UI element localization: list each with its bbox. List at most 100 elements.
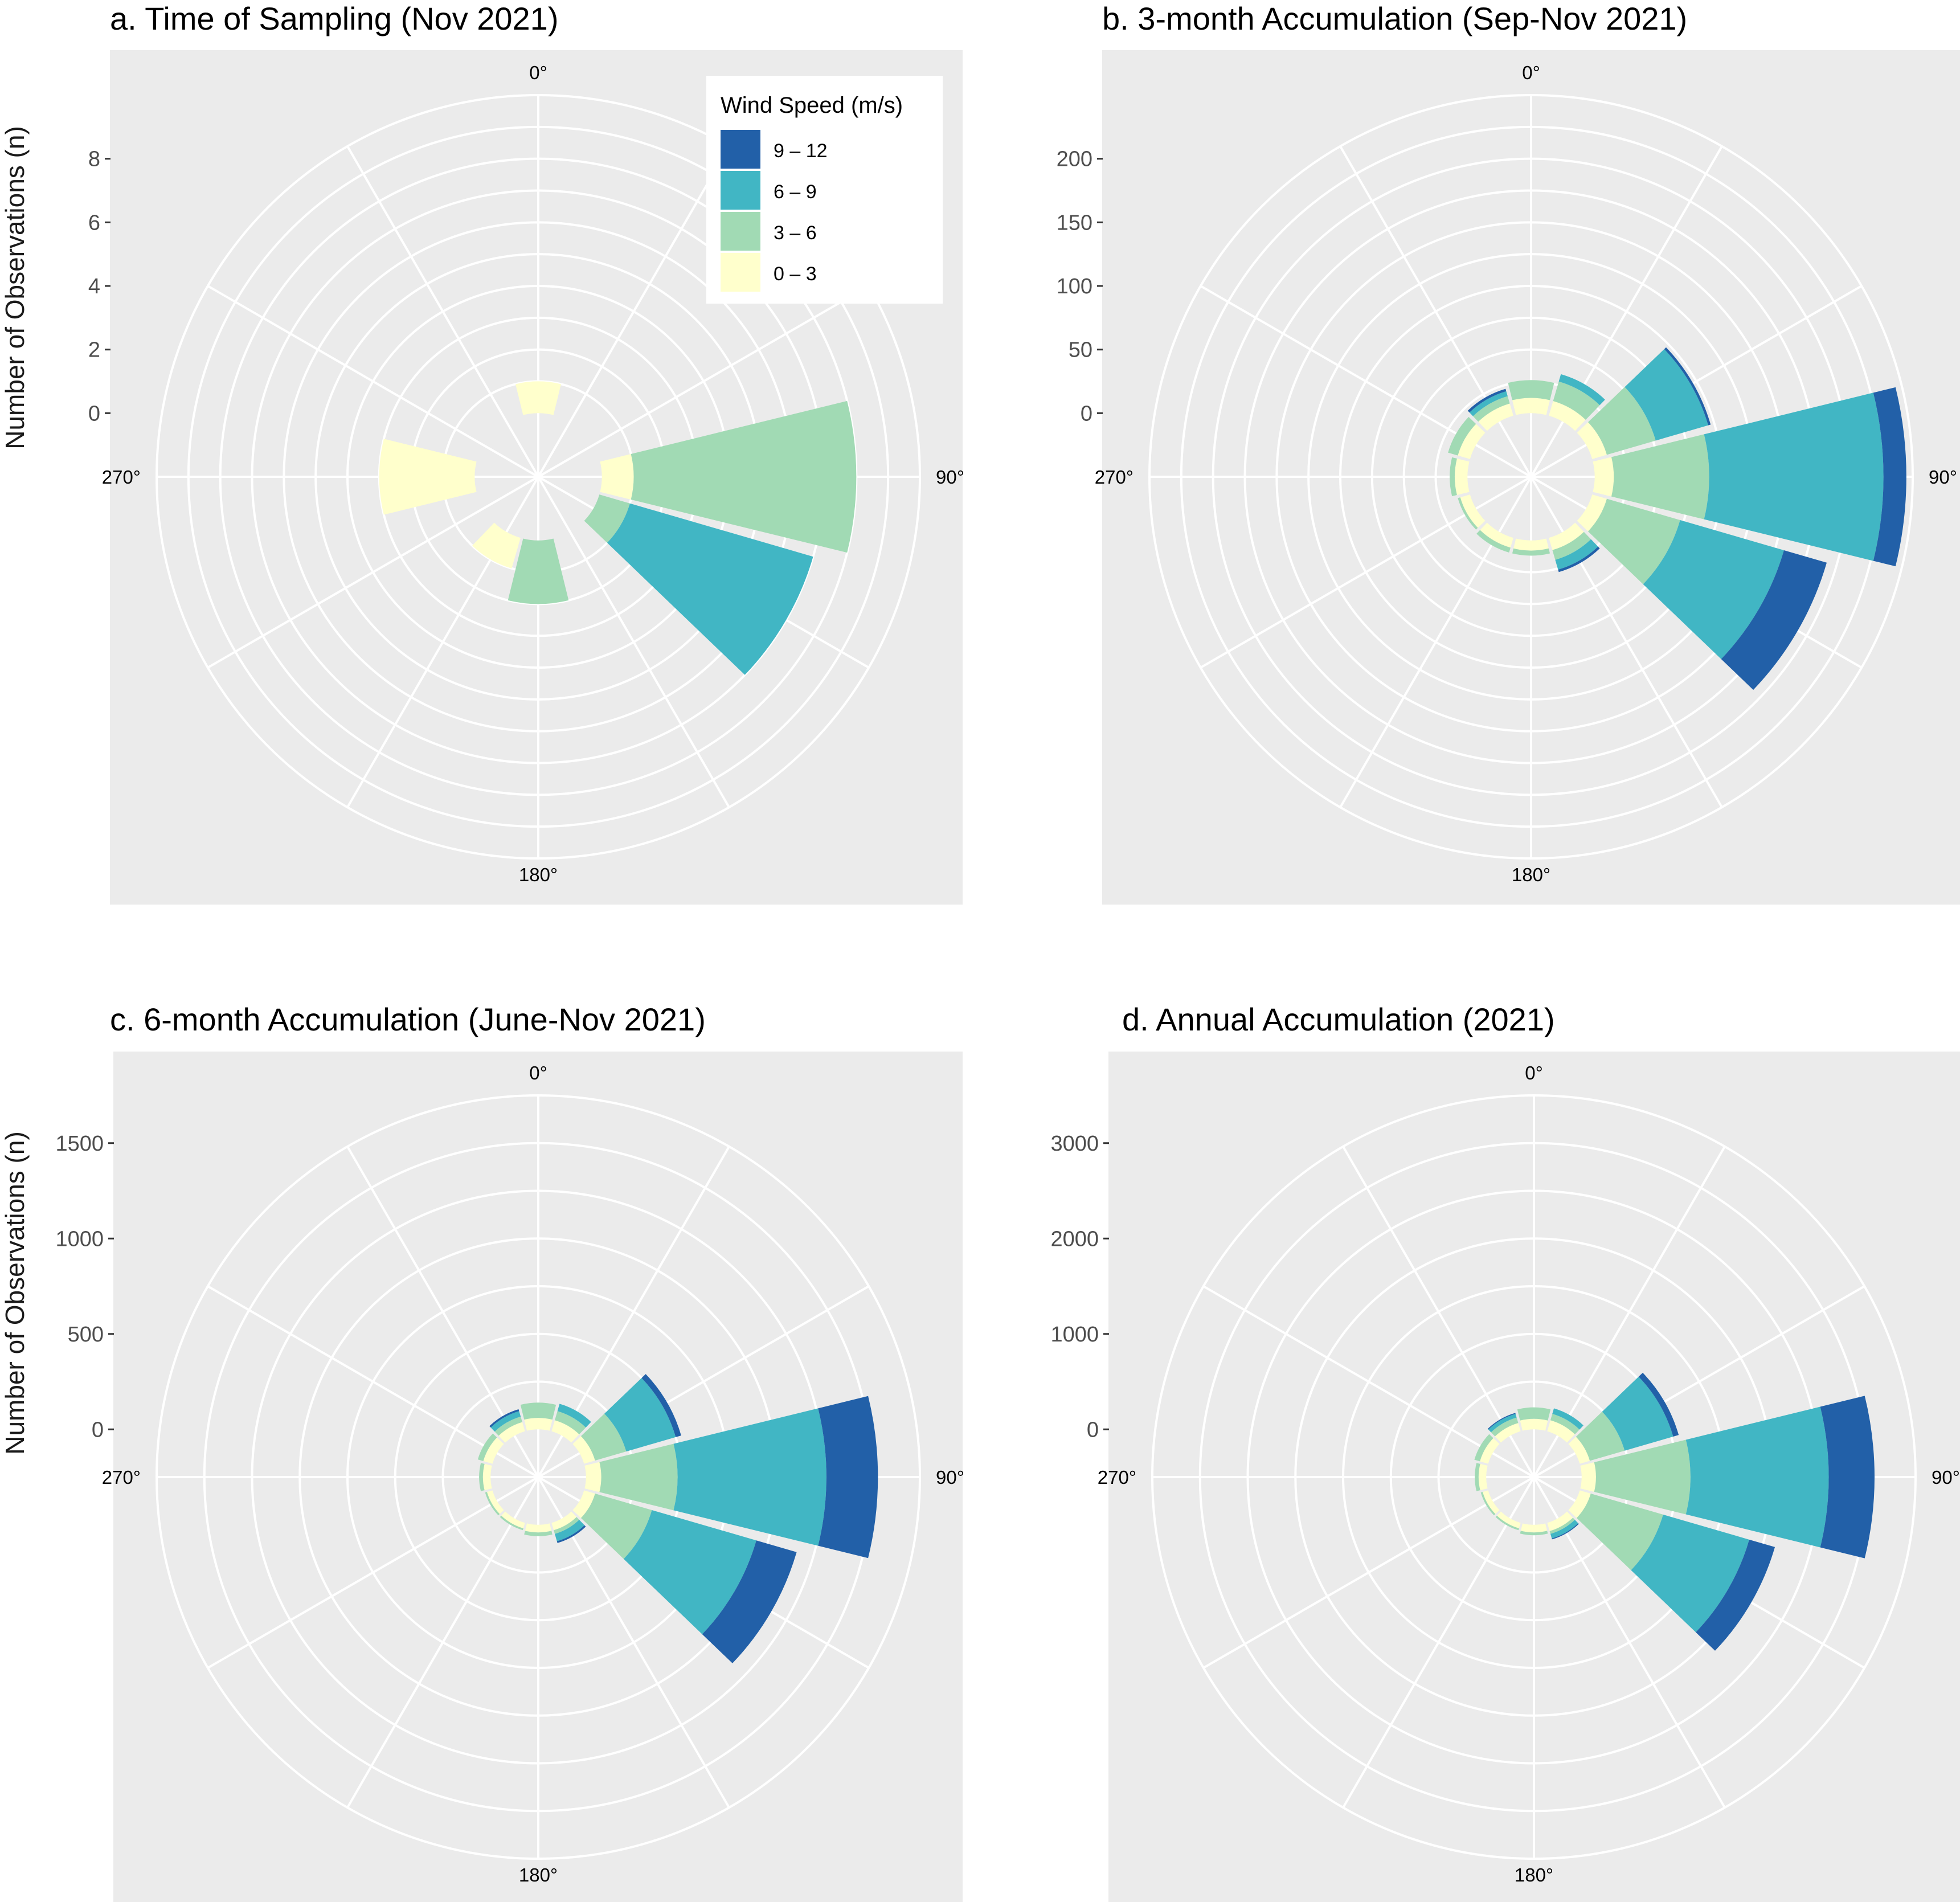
panel-d-plot: 0 1000 2000 3000 0° 90° 180° 270°: [1050, 1062, 1959, 1885]
panel-c: c. 6-month Accumulation (June-Nov 2021) …: [0, 1001, 964, 1902]
wind-sector-60deg-36: [1587, 387, 1656, 455]
panel-b-title: b. 3-month Accumulation (Sep-Nov 2021): [1102, 1, 1687, 36]
wind-sector-240deg-36: [1458, 497, 1478, 530]
y-tick-label: 500: [68, 1323, 104, 1347]
wind-sector-270deg-36: [479, 1463, 485, 1491]
wind-sector-150deg-912: [1552, 1523, 1579, 1540]
angle-label-0: 0°: [529, 62, 547, 83]
wind-sector-270deg-03: [379, 439, 477, 515]
wind-sector-30deg-03: [551, 1420, 579, 1443]
panel-c-y-axis-label: Number of Observations (n): [0, 1131, 30, 1455]
angular-gridline: [207, 285, 539, 478]
wind-sector-120deg-912: [1721, 550, 1827, 690]
legend-swatch-9-12: [721, 130, 760, 169]
wind-sector-240deg-03: [1460, 494, 1486, 528]
wind-sector-210deg-03: [1497, 1511, 1521, 1529]
wind-sector-330deg-03: [1495, 1423, 1521, 1443]
wind-sector-90deg-69: [1685, 1406, 1829, 1548]
wind-sector-330deg-912: [1487, 1413, 1516, 1430]
legend-swatch-0-3: [721, 253, 760, 292]
panel-c-plot: 0 500 1000 1500 0° 90° 180° 270°: [55, 1062, 964, 1885]
wind-sector-120deg-03: [1568, 1490, 1591, 1518]
angle-label-180: 180°: [1515, 1864, 1553, 1885]
panel-c-title: c. 6-month Accumulation (June-Nov 2021): [110, 1001, 706, 1037]
y-tick-label: 1000: [55, 1227, 104, 1251]
wind-sector-90deg-912: [1873, 387, 1906, 567]
legend-label-9-12: 9 – 12: [774, 140, 828, 162]
wind-sector-300deg-03: [483, 1437, 504, 1464]
wind-sector-150deg-912: [1558, 546, 1600, 572]
panel-a-y-axis-label: Number of Observations (n): [0, 126, 30, 449]
wind-sector-60deg-912: [1664, 347, 1711, 426]
wind-sector-120deg-69: [1631, 1514, 1749, 1633]
wind-sector-90deg-03: [600, 454, 634, 500]
wind-sector-90deg-36: [631, 400, 857, 553]
angle-label-180: 180°: [1512, 864, 1550, 885]
wind-sector-300deg-03: [1458, 424, 1486, 459]
wind-sector-180deg-03: [525, 1523, 552, 1533]
panel-a-plot: 0 2 4 6 8 0° 90° 180° 270°: [88, 62, 964, 885]
y-tick-label: 2: [88, 338, 100, 362]
legend-swatch-6-9: [721, 171, 760, 210]
legend-label-6-9: 6 – 9: [774, 181, 817, 203]
y-tick-label: 1000: [1050, 1323, 1099, 1347]
angle-label-270: 270°: [102, 1467, 141, 1488]
legend: Wind Speed (m/s) 9 – 12 6 – 9 3 – 6 0 – …: [706, 76, 943, 304]
wind-sector-150deg-69: [1550, 1519, 1578, 1539]
wind-sector-60deg-03: [1568, 1437, 1590, 1464]
y-tick-label: 0: [1081, 402, 1092, 426]
y-tick-label: 6: [88, 211, 100, 235]
wind-sector-270deg-36: [1475, 1463, 1480, 1491]
angle-label-90: 90°: [1929, 467, 1957, 488]
wind-sector-330deg-36: [494, 1416, 522, 1436]
wind-sector-330deg-69: [490, 1411, 521, 1432]
wind-sector-0deg-03: [1512, 398, 1550, 415]
angle-label-90: 90°: [936, 1467, 964, 1488]
wind-sector-120deg-36: [584, 494, 630, 543]
legend-title: Wind Speed (m/s): [721, 93, 903, 118]
wind-sector-30deg-69: [1552, 1408, 1583, 1430]
wind-sector-60deg-03: [1577, 422, 1607, 459]
y-tick-label: 8: [88, 148, 100, 171]
wind-sector-330deg-36: [1472, 396, 1510, 422]
legend-label-0-3: 0 – 3: [774, 263, 817, 285]
wind-sector-0deg-36: [1517, 1407, 1551, 1421]
wind-sector-240deg-03: [1482, 1490, 1500, 1514]
wind-sector-300deg-36: [1448, 416, 1476, 456]
wind-sector-240deg-36: [485, 1492, 500, 1516]
wind-sector-120deg-912: [1696, 1539, 1775, 1651]
wind-sector-330deg-03: [498, 1422, 525, 1443]
y-tick-label: 1500: [55, 1132, 104, 1156]
wind-sector-330deg-03: [1478, 403, 1513, 431]
wind-sector-30deg-69: [1558, 374, 1605, 406]
angle-label-90: 90°: [936, 467, 964, 488]
angle-label-180: 180°: [519, 864, 558, 885]
wind-sector-60deg-36: [580, 1413, 627, 1461]
wind-sector-90deg-36: [1594, 1439, 1691, 1515]
wind-sector-60deg-69: [604, 1378, 676, 1452]
wind-sector-270deg-03: [1478, 1463, 1488, 1491]
angular-gridline: [346, 1476, 539, 1809]
y-tick-label: 50: [1069, 338, 1092, 362]
wind-sector-150deg-03: [551, 1511, 577, 1531]
panel-b-plot: 0 50 100 150 200 0° 90° 180° 270°: [1057, 62, 1957, 885]
wind-sector-0deg-03: [1520, 1418, 1548, 1431]
y-tick-label: 0: [88, 402, 100, 426]
wind-sector-120deg-912: [702, 1540, 797, 1663]
y-tick-label: 2000: [1050, 1227, 1099, 1251]
wind-sector-120deg-36: [1576, 1493, 1663, 1570]
wind-sector-150deg-36: [1549, 1517, 1575, 1534]
y-tick-label: 100: [1057, 275, 1092, 298]
wind-sector-120deg-69: [1643, 520, 1784, 659]
angle-label-270: 270°: [1095, 467, 1134, 488]
wind-sector-120deg-36: [580, 1493, 652, 1559]
wind-sector-120deg-69: [623, 1510, 756, 1634]
wind-sector-210deg-36: [1495, 1515, 1519, 1531]
angular-gridline: [537, 476, 730, 808]
wind-sector-0deg-36: [1508, 380, 1554, 400]
wind-sector-210deg-36: [1476, 530, 1511, 553]
wind-sector-30deg-03: [1547, 1420, 1575, 1443]
angle-label-0: 0°: [529, 1062, 547, 1083]
wind-sector-0deg-36: [520, 1402, 557, 1420]
